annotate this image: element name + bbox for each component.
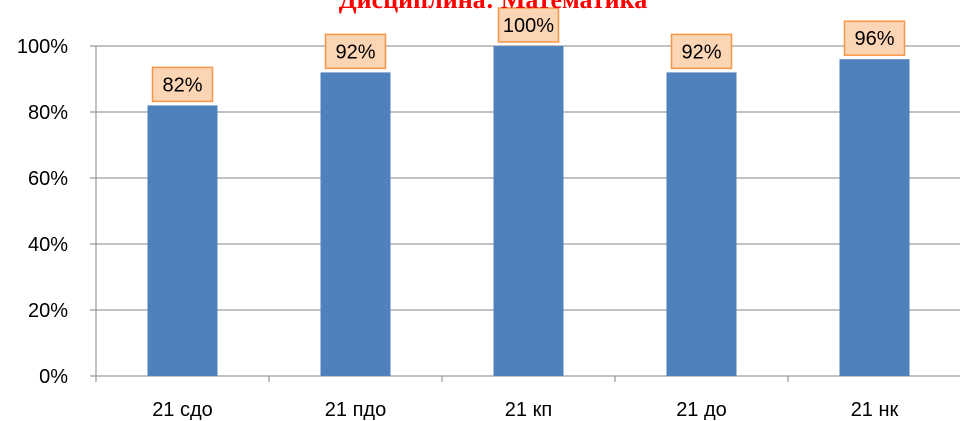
data-label-box xyxy=(670,33,733,70)
data-label-box xyxy=(843,20,906,56)
bar xyxy=(320,72,391,377)
data-labels: 82% 92% 100% 92% 96% xyxy=(151,7,906,103)
data-label: 100% xyxy=(503,15,554,37)
x-tick-label: 21 пдо xyxy=(325,399,386,421)
bar xyxy=(147,105,218,377)
x-tick-label: 21 сдо xyxy=(152,399,213,421)
data-label: 92% xyxy=(335,41,375,63)
data-label: 82% xyxy=(162,74,202,96)
data-label-box xyxy=(151,66,214,103)
data-label-box xyxy=(497,7,560,43)
x-tick-label: 21 нк xyxy=(851,399,899,421)
y-tick-label: 40% xyxy=(28,234,68,256)
data-label: 92% xyxy=(681,41,721,63)
bars xyxy=(147,46,910,377)
bar xyxy=(666,72,737,377)
x-tick-label: 21 кп xyxy=(505,399,552,421)
y-tick-label: 80% xyxy=(28,102,68,124)
data-label-box xyxy=(324,33,387,70)
y-tick-label: 0% xyxy=(39,366,68,388)
x-tick-label: 21 до xyxy=(676,399,727,421)
chart-title: Дисциплина: Математика xyxy=(339,0,647,14)
bar xyxy=(839,59,910,376)
data-label: 96% xyxy=(854,28,894,50)
y-tick-label: 20% xyxy=(28,300,68,322)
y-tick-label: 100% xyxy=(17,36,68,58)
bar xyxy=(493,46,564,376)
y-tick-label: 60% xyxy=(28,168,68,190)
